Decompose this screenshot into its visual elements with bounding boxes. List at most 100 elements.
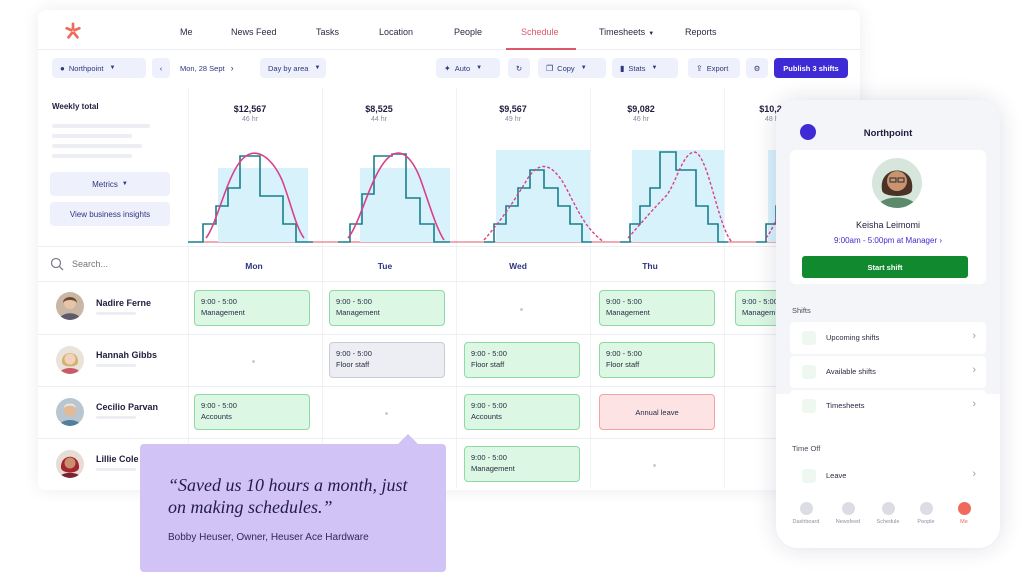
row-divider [38, 386, 860, 387]
placeholder-line [96, 416, 136, 419]
shift-area: Management [606, 308, 650, 317]
menu-item-upcoming-shifts[interactable]: Upcoming shifts › [790, 322, 986, 354]
date-picker[interactable]: Mon, 28 Sept › [172, 58, 258, 78]
day-total-amount: $9,082 [627, 104, 655, 114]
shift-area: Accounts [201, 412, 232, 421]
profile-shift-link[interactable]: 9:00am - 5:00pm at Manager › [790, 236, 986, 245]
day-total-hours: 46 hr [242, 116, 258, 123]
location-select-label: Northpoint [68, 63, 104, 73]
nav-item-timesheets[interactable]: Timesheets ▼ [599, 27, 654, 37]
nav-item-news-feed[interactable]: News Feed [231, 27, 277, 37]
scheduled-line [620, 151, 728, 243]
copy-button[interactable]: ❐ Copy ▼ [538, 58, 606, 78]
mobile-app-preview: Northpoint Keisha Leimomi 9:00am - 5:00p… [776, 100, 1000, 548]
menu-item-available-shifts[interactable]: Available shifts › [790, 356, 986, 388]
chevron-down-icon: ▼ [109, 65, 116, 71]
shift-time: 9:00 - 5:00 [742, 297, 778, 306]
employee-name[interactable]: Nadire Ferne [96, 298, 152, 308]
metrics-button[interactable]: Metrics ▼ [50, 172, 170, 196]
demand-curve [627, 151, 733, 243]
location-select[interactable]: ● Northpoint ▼ [52, 58, 146, 78]
settings-button[interactable]: ⚙ [746, 58, 768, 78]
menu-item-timesheets[interactable]: Timesheets › [790, 390, 986, 422]
export-button[interactable]: ⇪ Export [688, 58, 740, 78]
day-total-hours: 44 hr [371, 116, 387, 123]
sparkle-icon: ✦ [444, 63, 451, 73]
prev-date-button[interactable]: ‹ [152, 58, 170, 78]
row-divider [38, 334, 860, 335]
chevron-right-icon: › [972, 330, 976, 342]
nav-item-people[interactable]: People [454, 27, 483, 37]
placeholder-line [52, 154, 132, 158]
store-icon [800, 124, 816, 140]
chevron-right-icon: › [972, 468, 976, 480]
shift-card[interactable]: 9:00 - 5:00 Management [329, 290, 445, 326]
shift-time: 9:00 - 5:00 [471, 401, 507, 410]
column-divider [188, 88, 189, 488]
chevron-right-icon: › [230, 63, 234, 73]
nav-item-tasks[interactable]: Tasks [316, 27, 340, 37]
annual-leave-card[interactable]: Annual leave [599, 394, 715, 430]
tab-schedule[interactable]: Schedule [866, 502, 910, 525]
shift-card[interactable]: 9:00 - 5:00 Management [464, 446, 580, 482]
dashboard-icon [799, 502, 813, 515]
shift-time: 9:00 - 5:00 [201, 297, 237, 306]
demand-area [632, 150, 724, 242]
search-input[interactable] [72, 259, 172, 269]
avatar [56, 292, 84, 320]
demand-area [360, 168, 450, 242]
shift-card[interactable]: 9:00 - 5:00 Accounts [194, 394, 310, 430]
date-picker-label: Mon, 28 Sept [180, 63, 225, 73]
testimonial-card: “Saved us 10 hours a month, just on maki… [140, 444, 446, 572]
mobile-tab-bar: Dashboard Newsfeed Schedule People Me [776, 486, 1000, 526]
empty-slot-dot[interactable] [252, 360, 255, 363]
nav-item-schedule[interactable]: Schedule [521, 27, 559, 37]
shift-card[interactable]: 9:00 - 5:00 Floor staff [599, 342, 715, 378]
day-total-hours: 48 hr [765, 116, 781, 123]
employee-name[interactable]: Lillie Cole [96, 454, 139, 464]
auto-button[interactable]: ✦ Auto ▼ [436, 58, 500, 78]
view-select[interactable]: Day by area ▼ [260, 58, 326, 78]
employee-name[interactable]: Cecilio Parvan [96, 402, 159, 412]
menu-item-leave[interactable]: Leave › [790, 460, 986, 492]
shift-card[interactable]: 9:00 - 5:00 Accounts [464, 394, 580, 430]
shift-card[interactable]: 9:00 - 5:00 Management [599, 290, 715, 326]
people-icon [919, 502, 933, 515]
stats-button[interactable]: ▮ Stats ▼ [612, 58, 678, 78]
schedule-toolbar: ● Northpoint ▼ ‹ Mon, 28 Sept › Day by a… [38, 58, 860, 82]
day-header-tue: Tue [377, 261, 393, 271]
nav-item-me[interactable]: Me [180, 27, 193, 37]
shift-card[interactable]: 9:00 - 5:00 Management [194, 290, 310, 326]
empty-slot-dot[interactable] [520, 308, 523, 311]
empty-slot-dot[interactable] [653, 464, 656, 467]
view-business-insights-button[interactable]: View business insights [50, 202, 170, 226]
placeholder-line [52, 144, 142, 148]
tab-people[interactable]: People [904, 502, 948, 525]
tab-newsfeed[interactable]: Newsfeed [826, 502, 870, 525]
testimonial-author: Bobby Heuser, Owner, Heuser Ace Hardware [168, 532, 369, 543]
refresh-button[interactable]: ↻ [508, 58, 530, 78]
row-divider [38, 438, 860, 439]
quote-card-pointer [398, 434, 418, 444]
search-icon [50, 257, 64, 271]
start-shift-button[interactable]: Start shift [802, 256, 968, 278]
chevron-down-icon: ▼ [476, 65, 483, 71]
demand-curve [483, 166, 605, 243]
tab-me[interactable]: Me [942, 502, 986, 525]
leave-label: Annual leave [635, 407, 679, 417]
shift-card-draft[interactable]: 9:00 - 5:00 Floor staff [329, 342, 445, 378]
tab-dashboard[interactable]: Dashboard [784, 502, 828, 525]
employee-name[interactable]: Hannah Gibbs [96, 350, 158, 360]
scheduled-line [484, 169, 592, 243]
timesheet-icon [802, 399, 816, 413]
export-icon: ⇪ [696, 63, 703, 73]
nav-item-reports[interactable]: Reports [685, 27, 717, 37]
brand-logo-icon [65, 22, 81, 39]
testimonial-quote: “Saved us 10 hours a month, just on maki… [168, 475, 408, 517]
day-total-hours: 49 hr [505, 116, 521, 123]
publish-shifts-button[interactable]: Publish 3 shifts [774, 58, 848, 78]
nav-item-location[interactable]: Location [379, 27, 414, 37]
empty-slot-dot[interactable] [385, 412, 388, 415]
shift-card[interactable]: 9:00 - 5:00 Floor staff [464, 342, 580, 378]
